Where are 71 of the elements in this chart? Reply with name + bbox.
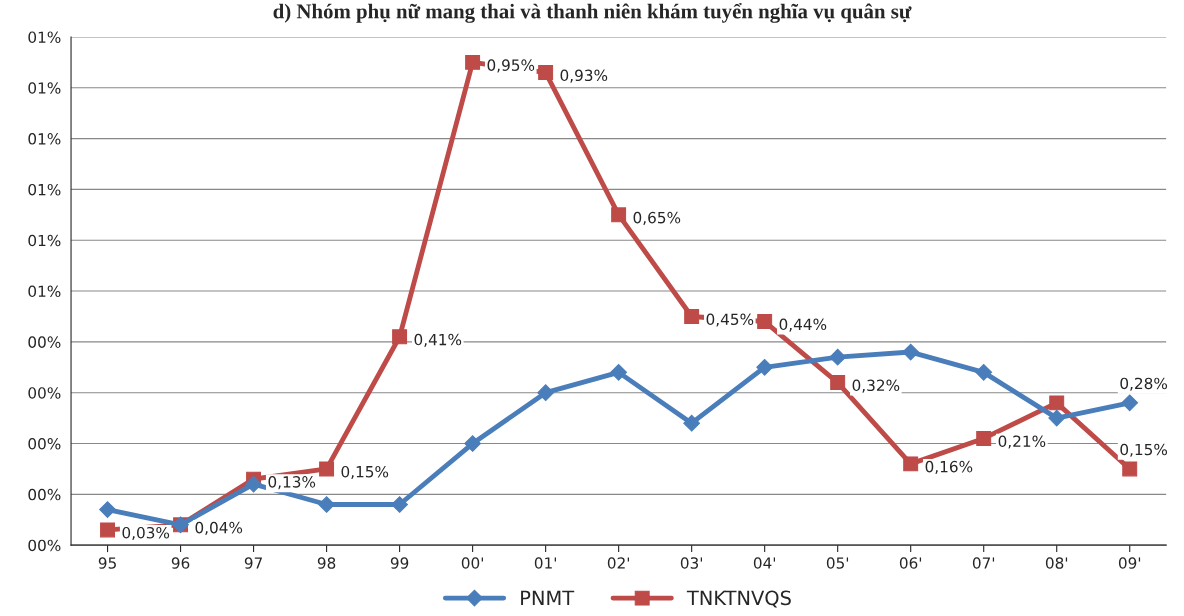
data-label: 0,13% [268, 476, 316, 490]
legend-label: TNKTNVQS [686, 590, 791, 608]
x-tick-label: 08' [1045, 557, 1068, 569]
data-label: 0,45% [706, 313, 754, 327]
data-label: 0,16% [925, 460, 973, 474]
point [465, 54, 481, 70]
point [903, 456, 919, 472]
data-label: 0,15% [1120, 443, 1168, 457]
x-tick-label: 05' [826, 557, 849, 569]
y-tick-label: 00% [28, 539, 61, 552]
x-tick-label: 98 [317, 557, 336, 569]
point [683, 414, 701, 432]
point [392, 329, 408, 345]
point [1122, 461, 1138, 477]
point [975, 364, 993, 381]
data-label: 0,95% [487, 59, 535, 73]
y-tick-label: 01% [28, 133, 61, 145]
point [756, 358, 774, 376]
point [830, 375, 846, 390]
data-label: 0,15% [341, 465, 389, 480]
point [757, 314, 773, 330]
x-tick-label: 04' [753, 557, 776, 569]
point [902, 343, 920, 361]
point [1121, 394, 1139, 412]
y-tick-label: 01% [28, 285, 61, 298]
data-label: 0,41% [414, 333, 462, 347]
y-tick-label: 00% [28, 336, 61, 348]
data-label: 0,44% [779, 318, 827, 332]
point [464, 435, 481, 452]
chart-title: d) Nhóm phụ nữ mang thai và thanh niên khám tuyển nghĩa vụ quân sự [273, 3, 912, 23]
point [391, 496, 408, 513]
data-label: 0,65% [633, 211, 681, 225]
point [100, 522, 116, 538]
y-tick-label: 01% [28, 82, 61, 94]
point [1049, 395, 1065, 411]
legend-label: PNMT [521, 590, 575, 605]
point [611, 207, 627, 223]
x-tick-label: 06' [899, 557, 922, 569]
data-label: 0,04% [195, 521, 243, 535]
x-tick-label: 02' [607, 557, 629, 569]
x-tick-label: 97 [244, 557, 262, 569]
x-tick-label: 99 [390, 557, 409, 569]
point [537, 384, 554, 402]
point [318, 496, 335, 513]
data-label: 0,21% [998, 435, 1046, 449]
y-tick-label: 00% [28, 387, 61, 399]
point [610, 364, 628, 381]
x-tick-label: 01' [534, 557, 556, 569]
point [1048, 409, 1066, 427]
point [245, 475, 262, 493]
x-tick-label: 09' [1118, 557, 1141, 569]
data-label: 0,32% [852, 379, 900, 393]
x-tick-label: 95 [98, 557, 116, 569]
data-label: 0,28% [1120, 377, 1168, 391]
point [99, 501, 116, 518]
x-tick-label: 00' [461, 557, 483, 569]
x-tick-label: 03' [680, 557, 703, 569]
point [319, 461, 335, 477]
point [976, 430, 992, 446]
y-tick-label: 01% [28, 234, 61, 247]
y-tick-label: 01% [28, 31, 61, 43]
x-tick-label: 07' [972, 557, 995, 569]
x-tick-label: 96 [171, 557, 190, 569]
y-tick-label: 00% [28, 488, 61, 501]
point [684, 309, 700, 324]
y-tick-label: 01% [28, 183, 61, 196]
point [538, 65, 554, 80]
point [829, 348, 847, 366]
data-label: 0,03% [122, 526, 170, 541]
y-tick-label: 00% [28, 437, 61, 450]
data-label: 0,93% [560, 69, 608, 83]
